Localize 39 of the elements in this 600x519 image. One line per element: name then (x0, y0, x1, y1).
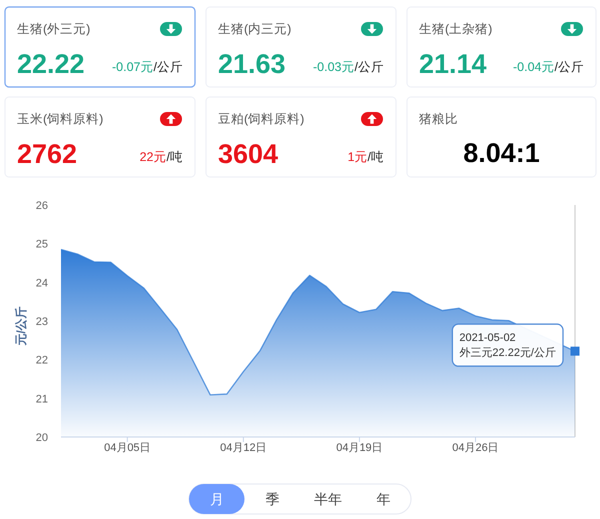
text: /吨 (368, 150, 384, 164)
text: 猪粮比 (419, 112, 458, 126)
text: -0.04元 (513, 60, 555, 74)
text: 21.63 (218, 49, 286, 79)
text: 生猪(土杂猪) (419, 22, 492, 36)
text: 22.22 (17, 49, 85, 79)
text: 半年 (314, 491, 342, 507)
y-axis-title: 元/公斤 (14, 306, 28, 347)
x-tick-label: 04月26日 (452, 442, 499, 454)
y-tick-label: 23 (36, 316, 48, 328)
y-tick-label: 26 (36, 200, 48, 212)
text: 年 (376, 491, 390, 507)
y-tick-label: 25 (36, 238, 48, 251)
text: 3604 (218, 139, 278, 169)
text: 月 (210, 491, 224, 507)
text: 2762 (17, 139, 78, 169)
y-tick-label: 22 (36, 354, 48, 367)
text: /公斤 (554, 60, 584, 74)
text: /吨 (166, 150, 183, 164)
x-tick-label: 04月05日 (104, 442, 151, 454)
y-tick-label: 24 (36, 277, 48, 290)
x-tick-label: 04月19日 (336, 442, 383, 454)
text: 21.14 (419, 49, 487, 79)
text: 22元 (140, 150, 167, 164)
y-tick-label: 20 (36, 432, 48, 444)
text: 生猪(内三元) (218, 22, 292, 36)
text: 季 (265, 491, 280, 507)
text: 8.04:1 (463, 138, 540, 168)
y-tick-label: 21 (36, 393, 48, 406)
text: -0.03元 (313, 60, 355, 74)
text: 玉米(饲料原料) (17, 112, 104, 126)
x-tick-label: 04月12日 (220, 442, 267, 454)
text: /公斤 (154, 60, 183, 74)
text: /公斤 (354, 60, 384, 74)
text: 1元 (348, 150, 368, 164)
text: -0.07元 (112, 60, 154, 74)
text: 生猪(外三元) (17, 22, 90, 36)
annotation: 2021-05-02 外三元22.22元/公斤 (459, 332, 556, 360)
text: 豆粕(饲料原料) (218, 112, 304, 126)
